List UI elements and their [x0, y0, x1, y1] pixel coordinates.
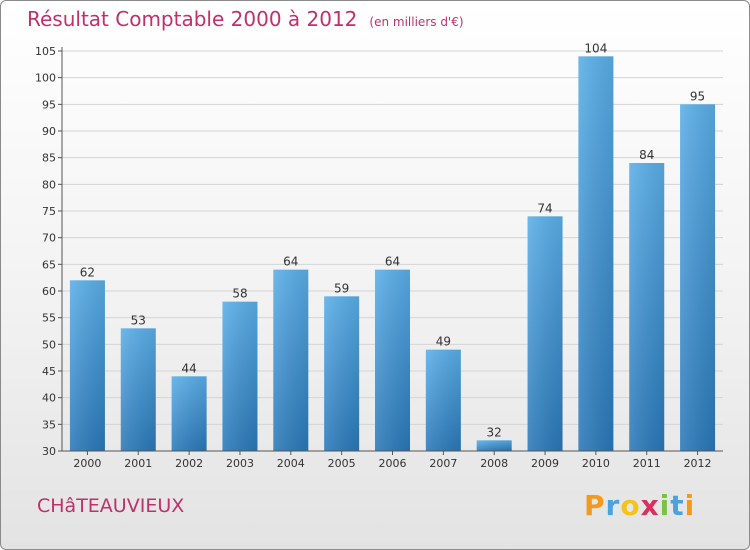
- value-label: 44: [181, 361, 196, 375]
- x-tick-label: 2002: [175, 457, 203, 470]
- bar-shade: [680, 104, 716, 451]
- town-name: CHâTEAUVIEUX: [37, 495, 185, 517]
- bar-shade: [527, 216, 563, 451]
- bar-shade: [629, 163, 665, 451]
- logo-letter: x: [640, 489, 660, 522]
- x-tick-label: 2012: [684, 457, 712, 470]
- value-label: 64: [283, 255, 298, 269]
- bar-shade: [476, 440, 512, 451]
- y-tick-label: 45: [42, 365, 56, 378]
- y-tick-label: 40: [42, 392, 56, 405]
- bar-shade: [273, 269, 309, 451]
- y-tick-label: 100: [35, 72, 56, 85]
- logo-letter: P: [584, 489, 606, 522]
- bar-shade: [222, 301, 258, 451]
- bars: [69, 56, 716, 451]
- proxiti-logo: Proxiti: [584, 489, 695, 522]
- bar-shade: [425, 349, 461, 451]
- bar-shade: [324, 296, 360, 451]
- value-label: 74: [537, 201, 552, 215]
- logo-letter: t: [670, 489, 685, 522]
- y-tick-label: 55: [42, 312, 56, 325]
- value-label: 49: [436, 335, 451, 349]
- y-tick-label: 85: [42, 152, 56, 165]
- y-tick-label: 30: [42, 445, 56, 458]
- logo-letter: o: [620, 489, 641, 522]
- bar-shade: [375, 269, 410, 451]
- y-tick-label: 60: [42, 285, 56, 298]
- value-label: 62: [80, 265, 95, 279]
- x-tick-label: 2003: [226, 457, 254, 470]
- bar-shade: [171, 376, 207, 451]
- x-tick-label: 2004: [277, 457, 305, 470]
- value-label: 59: [334, 281, 349, 295]
- value-label: 95: [690, 89, 705, 103]
- value-label: 58: [232, 287, 247, 301]
- y-tick-label: 75: [42, 205, 56, 218]
- logo-letter: i: [684, 489, 696, 522]
- chart-title: Résultat Comptable 2000 à 2012 (en millie…: [27, 7, 464, 31]
- value-label: 84: [639, 148, 654, 162]
- x-tick-label: 2009: [531, 457, 559, 470]
- y-tick-labels: 30 35 40 45 50 55 60 65 70 75 80 85 90 95 100 105: [35, 45, 56, 458]
- x-tick-label: 2008: [480, 457, 508, 470]
- value-labels: 62 53 44 58 64 59 64 49 32 74 104 84 95: [80, 41, 705, 439]
- bar-shade: [69, 280, 105, 451]
- value-label: 32: [487, 425, 502, 439]
- value-label: 53: [131, 313, 146, 327]
- value-label: 104: [584, 41, 607, 55]
- y-tick-label: 35: [42, 418, 56, 431]
- x-tick-label: 2005: [328, 457, 356, 470]
- x-tick-labels: 2000 2001 2002 2003 2004 2005 2006 2007 2008 2009…: [73, 451, 712, 470]
- x-tick-label: 2006: [379, 457, 407, 470]
- bar-shade: [578, 56, 614, 451]
- y-tick-label: 70: [42, 232, 56, 245]
- logo-letter: r: [605, 489, 621, 522]
- chart-subtitle: (en milliers d'€): [369, 15, 464, 29]
- chart-title-text: Résultat Comptable 2000 à 2012: [27, 7, 358, 31]
- x-tick-label: 2011: [633, 457, 661, 470]
- bar-shade: [120, 328, 156, 451]
- x-tick-label: 2007: [429, 457, 457, 470]
- value-label: 64: [385, 255, 400, 269]
- logo-letter: i: [659, 489, 671, 522]
- y-tick-label: 80: [42, 178, 56, 191]
- x-tick-label: 2000: [73, 457, 101, 470]
- x-tick-label: 2010: [582, 457, 610, 470]
- x-tick-label: 2001: [124, 457, 152, 470]
- y-tick-label: 90: [42, 125, 56, 138]
- y-tick-label: 65: [42, 258, 56, 271]
- y-tick-label: 105: [35, 45, 56, 58]
- y-tick-label: 95: [42, 98, 56, 111]
- y-tick-label: 50: [42, 338, 56, 351]
